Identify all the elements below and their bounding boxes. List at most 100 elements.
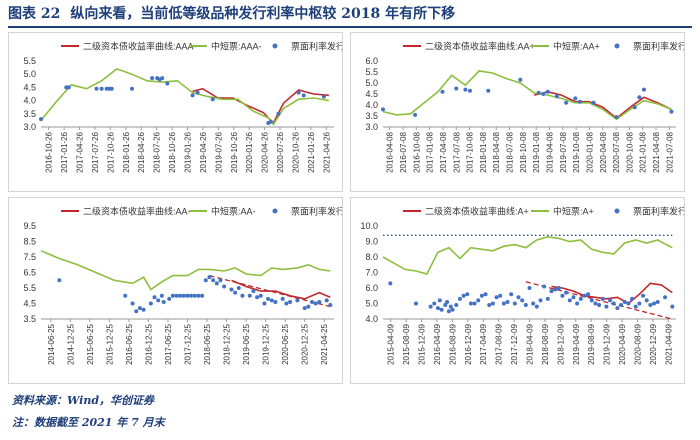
data-point <box>591 100 596 105</box>
data-point <box>527 286 532 290</box>
data-point <box>578 296 583 301</box>
data-point <box>564 290 569 295</box>
x-tick-label: 2019-04-08 <box>545 131 554 172</box>
x-tick-label: 2016-12-25 <box>144 323 153 364</box>
data-point <box>531 301 536 306</box>
y-tick-label: 4.5 <box>365 89 378 99</box>
figure-number: 图表 22 <box>8 6 61 22</box>
x-tick-label: 2015-04-09 <box>387 323 396 364</box>
legend-label: 中短票:AA- <box>211 206 256 217</box>
x-tick-label: 2021-04-08 <box>652 131 661 172</box>
data-point <box>152 295 157 300</box>
data-point <box>432 301 437 306</box>
data-point <box>626 301 631 306</box>
data-point <box>597 303 602 308</box>
data-point <box>437 298 442 303</box>
data-point <box>301 93 306 98</box>
x-tick-label: 2019-07-08 <box>559 131 568 172</box>
x-tick-label: 2016-10-08 <box>412 131 421 172</box>
data-point <box>577 99 582 104</box>
series-line <box>40 250 331 291</box>
data-point <box>321 94 326 99</box>
y-tick-label: 3.5 <box>23 314 36 324</box>
x-tick-label: 2018-10-08 <box>519 131 528 172</box>
x-tick-label: 2015-06-25 <box>86 323 95 364</box>
data-point <box>534 304 539 309</box>
legend-marker <box>272 43 278 49</box>
x-tick-label: 2019-08-09 <box>587 323 596 364</box>
data-point <box>644 298 649 303</box>
chart-panel-a-plus: 4.0 5.0 6.0 7.0 8.0 9.0 10.0 2015-04-09 2015-08-… <box>350 197 685 384</box>
y-tick-label: 3.5 <box>23 109 36 119</box>
data-point <box>487 303 492 308</box>
legend-label: 票面利率发行时 <box>633 41 684 52</box>
x-tick-label: 2018-01-08 <box>479 131 488 172</box>
data-point <box>549 289 554 294</box>
data-point <box>454 303 459 308</box>
data-point <box>542 284 547 289</box>
y-tick-label: 3.5 <box>365 111 378 121</box>
x-tick-label: 2017-04-09 <box>479 323 488 364</box>
data-point <box>615 306 620 311</box>
x-tick-label: 2020-06-25 <box>281 323 290 364</box>
y-tick-label: 9.5 <box>23 221 36 231</box>
data-point <box>619 303 624 308</box>
y-tick-label: 6.5 <box>23 268 36 278</box>
y-tick-label: 10.0 <box>360 221 378 231</box>
data-point <box>461 293 466 298</box>
series-line <box>382 235 673 275</box>
data-point <box>200 293 205 298</box>
y-tick-label: 8.0 <box>365 252 378 262</box>
data-point <box>652 301 657 306</box>
data-point <box>192 293 197 298</box>
x-tick-label: 2018-04-09 <box>526 323 535 364</box>
data-point <box>509 292 514 297</box>
legend-label: 二级资本债收益率曲线:AA- <box>83 206 191 217</box>
y-tick-label: 7.0 <box>365 268 378 278</box>
x-tick-label: 2017-01-08 <box>426 131 435 172</box>
x-tick-label: 2021-01-26 <box>307 131 316 172</box>
data-point <box>614 115 619 120</box>
data-point <box>440 89 445 94</box>
legend-label: 二级资本债收益率曲线:AA+ <box>425 41 535 52</box>
data-point <box>479 293 484 298</box>
x-tick-label: 2016-04-08 <box>386 131 395 172</box>
data-point <box>589 298 594 303</box>
data-point <box>388 281 393 286</box>
data-point <box>560 293 565 298</box>
data-point <box>516 295 521 300</box>
x-tick-label: 2017-07-08 <box>452 131 461 172</box>
title-rule <box>8 26 692 28</box>
y-tick-label: 7.5 <box>23 252 36 262</box>
y-tick-label: 9.0 <box>365 237 378 247</box>
y-tick-label: 5.5 <box>23 283 36 293</box>
y-tick-label: 3.0 <box>23 122 36 132</box>
data-point <box>317 299 322 304</box>
data-point <box>413 301 418 306</box>
y-tick-label: 8.5 <box>23 237 36 247</box>
data-point <box>170 293 175 298</box>
data-point <box>306 304 311 309</box>
x-tick-label: 2019-10-08 <box>572 131 581 172</box>
data-point <box>501 301 506 306</box>
data-point <box>571 295 576 300</box>
data-point <box>505 299 510 304</box>
data-point <box>622 299 627 304</box>
data-point <box>174 293 179 298</box>
series-line <box>551 282 673 305</box>
data-point <box>632 105 637 110</box>
x-tick-label: 2021-01-08 <box>639 131 648 172</box>
data-point <box>251 289 256 294</box>
data-point <box>185 293 190 298</box>
data-point <box>284 301 289 306</box>
data-point <box>600 296 605 301</box>
data-point <box>457 296 462 301</box>
data-point <box>240 293 245 298</box>
data-point <box>556 286 561 290</box>
data-point <box>273 299 278 304</box>
data-point <box>545 89 550 94</box>
chart-svg: 3.0 3.5 4.0 4.5 5.0 5.5 2016-10-26 2017-01-26 20… <box>23 41 342 173</box>
data-point <box>523 303 528 308</box>
x-tick-label: 2018-04-08 <box>492 131 501 172</box>
data-point <box>236 286 241 290</box>
